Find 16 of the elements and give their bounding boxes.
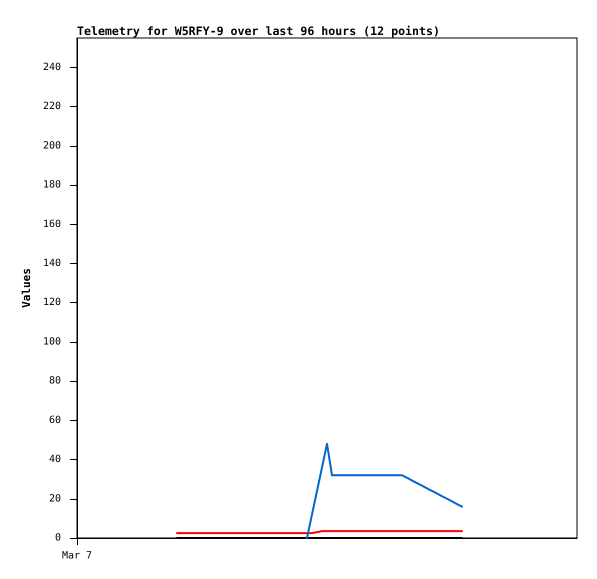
y-tick-label: 140 (42, 258, 61, 269)
y-tick-label: 80 (48, 376, 61, 387)
y-tick-label: 200 (42, 140, 61, 152)
y-tick-label: 40 (48, 454, 61, 466)
y-tick-label: 100 (42, 336, 61, 348)
chart-title: Telemetry for W5RFY-9 over last 96 hours (12 points) (77, 24, 440, 38)
y-tick-label: 120 (42, 297, 61, 308)
y-tick-label: 180 (42, 180, 61, 191)
x-tick-label: Mar 7 (62, 550, 92, 562)
y-tick-label: 240 (42, 62, 61, 73)
y-tick-label: 60 (48, 414, 61, 426)
y-tick-label: 160 (42, 218, 61, 230)
y-tick-label: 0 (54, 532, 61, 544)
y-axis-title: Values (20, 268, 34, 308)
y-tick-label: 220 (42, 101, 61, 112)
y-tick-label: 20 (48, 493, 61, 504)
